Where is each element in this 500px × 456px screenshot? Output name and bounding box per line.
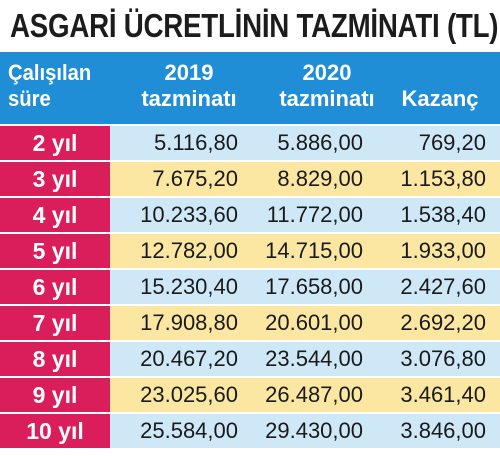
table-row: 2 yıl 5.116,80 5.886,00 769,20 <box>0 126 500 162</box>
header-line: 2019 <box>164 60 214 85</box>
cell-2019: 23.025,60 <box>140 382 238 407</box>
cell-2019: 15.230,40 <box>140 274 238 299</box>
header-line: Kazanç <box>401 86 479 111</box>
header-2019: 2019 tazminatı <box>124 60 254 112</box>
cell-gain: 1.933,00 <box>400 238 486 263</box>
table-header: Çalışılan süre 2019 tazminatı 2020 tazmi… <box>0 52 500 126</box>
cell-2019: 12.782,00 <box>140 238 238 263</box>
header-line: Çalışılan <box>8 60 92 85</box>
cell-2019: 10.233,60 <box>140 202 238 227</box>
header-line: süre <box>8 86 51 111</box>
cell-2020: 11.772,00 <box>266 202 363 227</box>
table-body: 2 yıl 5.116,80 5.886,00 769,20 3 yıl 7.675,20… <box>0 126 500 450</box>
header-line: tazminatı <box>141 86 237 111</box>
cell-2020: 26.487,00 <box>265 382 363 407</box>
table-row: 7 yıl 17.908,80 20.601,00 2.692,20 <box>0 306 500 342</box>
row-label: 5 yıl <box>0 234 110 268</box>
cell-2019: 20.467,20 <box>140 346 238 371</box>
cell-gain: 3.461,40 <box>400 382 486 407</box>
table-row: 3 yıl 7.675,20 8.829,00 1.153,80 <box>0 162 500 198</box>
row-label: 4 yıl <box>0 198 110 232</box>
row-label: 10 yıl <box>0 414 110 448</box>
cell-gain: 2.692,20 <box>400 310 486 335</box>
cell-2019: 5.116,80 <box>153 130 238 155</box>
cell-gain: 1.153,80 <box>400 166 486 191</box>
row-label: 9 yıl <box>0 378 110 412</box>
row-label: 2 yıl <box>0 126 110 160</box>
table-row: 9 yıl 23.025,60 26.487,00 3.461,40 <box>0 378 500 414</box>
table-title: ASGARİ ÜCRETLİNİN TAZMİNATI (TL) <box>10 7 499 44</box>
table-row: 5 yıl 12.782,00 14.715,00 1.933,00 <box>0 234 500 270</box>
table-row: 8 yıl 20.467,20 23.544,00 3.076,80 <box>0 342 500 378</box>
cell-2020: 20.601,00 <box>265 310 363 335</box>
table-row: 4 yıl 10.233,60 11.772,00 1.538,40 <box>0 198 500 234</box>
cell-2020: 8.829,00 <box>277 166 363 191</box>
cell-gain: 3.846,00 <box>400 418 486 443</box>
table-row: 10 yıl 25.584,00 29.430,00 3.846,00 <box>0 414 500 450</box>
cell-gain: 769,20 <box>418 130 486 155</box>
cell-2020: 14.715,00 <box>265 238 363 263</box>
row-label: 7 yıl <box>0 306 110 340</box>
header-line: 2020 <box>302 60 352 85</box>
compensation-table: Çalışılan süre 2019 tazminatı 2020 tazmi… <box>0 52 500 450</box>
row-label: 3 yıl <box>0 162 110 196</box>
cell-2020: 23.544,00 <box>265 346 363 371</box>
row-label: 6 yıl <box>0 270 110 304</box>
cell-gain: 1.538,40 <box>400 202 486 227</box>
cell-2019: 25.584,00 <box>140 418 238 443</box>
cell-2020: 29.430,00 <box>265 418 363 443</box>
cell-2019: 7.675,20 <box>152 166 238 191</box>
table-row: 6 yıl 15.230,40 17.658,00 2.427,60 <box>0 270 500 306</box>
header-duration: Çalışılan süre <box>8 60 111 112</box>
cell-gain: 2.427,60 <box>400 274 486 299</box>
cell-2019: 17.908,80 <box>140 310 238 335</box>
header-line: tazminatı <box>279 86 375 111</box>
header-2020: 2020 tazminatı <box>262 60 392 112</box>
cell-2020: 17.658,00 <box>265 274 363 299</box>
cell-2020: 5.886,00 <box>277 130 363 155</box>
header-gain: Kazanç <box>392 86 488 112</box>
row-label: 8 yıl <box>0 342 110 376</box>
cell-gain: 3.076,80 <box>400 346 486 371</box>
